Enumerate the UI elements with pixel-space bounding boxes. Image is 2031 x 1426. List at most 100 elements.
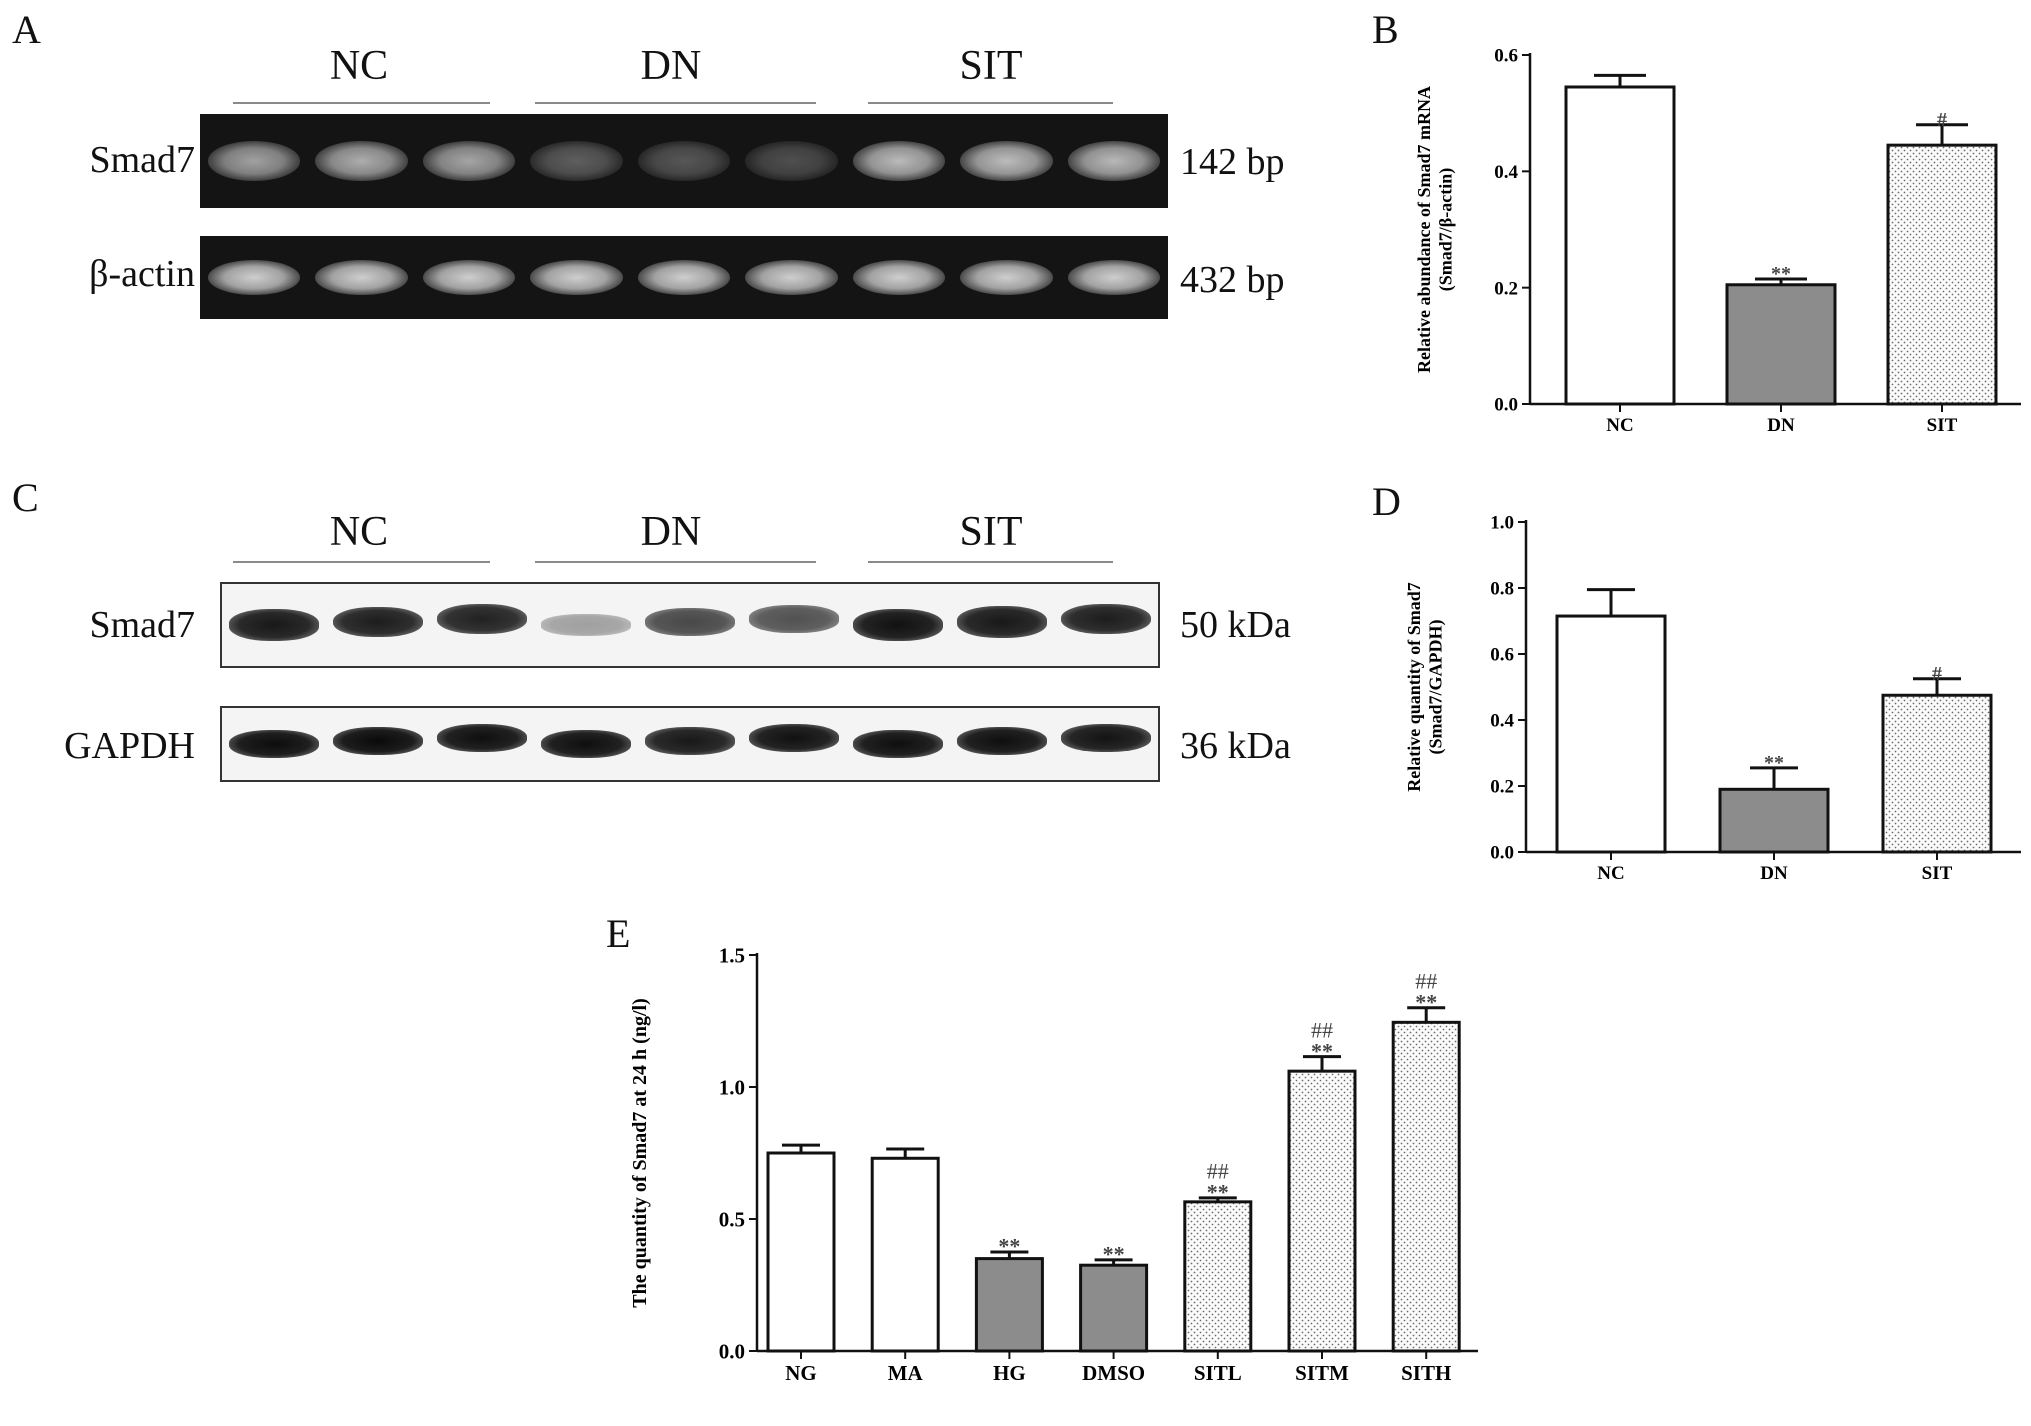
gel-a-actin-band-lane-4 <box>530 260 623 295</box>
blot-c-smad7-band-lane-5 <box>645 608 735 636</box>
chart-d-bar-nc <box>1555 614 1667 854</box>
blot-c-gapdh-band-lane-9 <box>1061 724 1151 752</box>
blot-c-smad7-band-lane-8 <box>957 606 1047 638</box>
gel-a-group-nc: NC <box>329 43 389 89</box>
chart-b-ylabel-2: (Smad7/β-actin) <box>1436 168 1457 291</box>
bar-chart-b: 0.0 0.2 0.4 0.6 Relative abundance of Smad7 … <box>1414 46 2021 436</box>
blot-c-gapdh-strip <box>220 706 1160 782</box>
blot-c-smad7-band-lane-1 <box>229 609 319 641</box>
blot-c-size-36kda: 36 kDa <box>1180 725 1291 767</box>
gel-a-actin-band-lane-7 <box>852 260 946 295</box>
chart-d-ylabel-2: (Smad7/GAPDH) <box>1426 619 1447 754</box>
chart-e-annotation-sitm: ** <box>1311 1038 1333 1063</box>
gel-a-actin-band-lane-1 <box>207 260 300 295</box>
gel-a-smad7-band-lane-8 <box>960 141 1053 181</box>
gel-a-smad7-band-lane-9 <box>1067 141 1161 181</box>
chart-e-bar-ng <box>766 1151 836 1353</box>
chart-d-ytick-label-4: 0.8 <box>1490 579 1514 600</box>
blot-c-row-label-smad7: Smad7 <box>89 604 195 646</box>
blot-c-smad7-band-lane-3 <box>437 603 527 635</box>
chart-e-bar-sitl <box>1183 1200 1253 1353</box>
gel-a-smad7-band-lane-3 <box>422 141 516 181</box>
chart-e-xtick-label-sith: SITH <box>1401 1361 1451 1385</box>
chart-e-annotation-top-sitl: ## <box>1207 1159 1229 1184</box>
panel-letter-a: A <box>12 7 41 52</box>
gel-a-actin-band-lane-2 <box>315 260 408 295</box>
chart-b-bar-nc <box>1564 85 1676 406</box>
gel-a-smad7-band-lane-5 <box>637 141 731 181</box>
blot-c-gapdh-band-lane-1 <box>229 729 319 759</box>
chart-e-xtick-label-sitl: SITL <box>1194 1361 1242 1385</box>
chart-e-xtick-label-ma: MA <box>888 1361 924 1385</box>
blot-c-smad7-strip <box>220 582 1160 668</box>
blot-c-smad7-band-lane-2 <box>333 606 423 638</box>
chart-b-annotation-dn: ** <box>1771 263 1791 285</box>
chart-b-bar-dn <box>1725 283 1837 406</box>
chart-e-bar-sith <box>1391 1020 1461 1353</box>
blot-c-smad7-band-lane-4 <box>541 614 631 636</box>
bar-chart-e: 0.0 0.5 1.0 1.5 The quantity of Smad7 at 24 … <box>629 943 1478 1385</box>
chart-e-ytick-label-2: 1.0 <box>719 1075 745 1099</box>
blot-c-group-sit: SIT <box>959 509 1023 555</box>
gel-a-group-dn: DN <box>640 43 702 89</box>
chart-e-annotation-hg: ** <box>998 1234 1020 1259</box>
chart-d-ytick-label-3: 0.6 <box>1490 645 1514 666</box>
blot-c-gapdh-band-lane-4 <box>541 729 631 759</box>
gel-a-actin-band-lane-3 <box>422 260 516 295</box>
chart-b-xtick-label-dn: DN <box>1767 415 1795 436</box>
gel-a-smad7-band-lane-1 <box>207 141 300 181</box>
chart-e-ytick-label-0: 0.0 <box>719 1339 745 1363</box>
blot-c-gapdh-band-lane-2 <box>333 726 423 756</box>
chart-d-bar-dn <box>1718 787 1830 854</box>
gel-a-smad7-band-lane-7 <box>852 141 946 181</box>
chart-e-annotation-sitl: ** <box>1207 1180 1229 1205</box>
bar-chart-d: 0.0 0.2 0.4 0.6 0.8 1.0 Relative quantity of S… <box>1404 513 2021 884</box>
panel-letter-d: D <box>1372 479 1401 524</box>
chart-e-xtick-label-ng: NG <box>785 1361 817 1385</box>
chart-e-xtick-label-sitm: SITM <box>1295 1361 1349 1385</box>
gel-a-actin-strip <box>200 236 1168 319</box>
chart-e-xtick-label-dmso: DMSO <box>1082 1361 1145 1385</box>
chart-d-ytick-label-0: 0.0 <box>1490 843 1514 864</box>
chart-e-annotation-top-sith: ## <box>1415 969 1437 994</box>
gel-a-row-label-actin: β-actin <box>89 253 195 295</box>
chart-d-xtick-label-dn: DN <box>1760 863 1788 884</box>
chart-e-bar-hg <box>974 1257 1044 1353</box>
chart-e-bar-ma <box>870 1156 940 1353</box>
blot-c-gapdh-band-lane-7 <box>853 729 943 759</box>
gel-a-smad7-band-lane-2 <box>315 141 408 181</box>
chart-e-bar-sitm <box>1287 1069 1357 1353</box>
chart-e-xtick-label-hg: HG <box>993 1361 1026 1385</box>
blot-c-group-dn: DN <box>640 509 702 555</box>
chart-b-xtick-label-sit: SIT <box>1927 415 1958 436</box>
chart-b-ytick-label-2: 0.4 <box>1494 162 1518 183</box>
gel-a-size-432bp: 432 bp <box>1180 259 1285 301</box>
chart-e-bar-dmso <box>1079 1263 1149 1353</box>
panel-letter-e: E <box>606 911 631 956</box>
blot-c-gapdh-band-lane-8 <box>957 726 1047 756</box>
gel-a-group-line-dn <box>535 102 816 104</box>
blot-c-gapdh-band-lane-5 <box>645 727 735 755</box>
chart-e-ytick-label-1: 0.5 <box>719 1207 745 1231</box>
chart-d-annotation-sit: # <box>1932 663 1942 685</box>
chart-b-xtick-label-nc: NC <box>1606 415 1633 436</box>
chart-e-annotation-sith: ** <box>1415 990 1437 1015</box>
chart-b-annotation-sit: # <box>1937 109 1947 131</box>
chart-b-bar-sit <box>1886 143 1998 406</box>
blot-c-group-line-nc <box>233 561 490 563</box>
gel-a-actin-band-lane-5 <box>637 260 731 295</box>
gel-a-group-line-sit <box>868 102 1113 104</box>
gel-a-smad7-band-lane-4 <box>530 141 623 181</box>
blot-c-smad7-band-lane-9 <box>1061 603 1151 635</box>
gel-a-row-label-smad7: Smad7 <box>89 139 195 181</box>
chart-b-ytick-label-3: 0.6 <box>1494 46 1518 67</box>
chart-b-ylabel: Relative abundance of Smad7 mRNA <box>1414 86 1434 373</box>
gel-a-actin-band-lane-6 <box>745 260 838 295</box>
chart-d-ytick-label-1: 0.2 <box>1490 777 1514 798</box>
chart-e-ytick-label-3: 1.5 <box>719 943 745 967</box>
chart-d-xtick-label-sit: SIT <box>1922 863 1953 884</box>
blot-c-group-line-dn <box>535 561 816 563</box>
chart-d-annotation-dn: ** <box>1764 752 1784 774</box>
chart-d-ylabel: Relative quantity of Smad7 <box>1404 582 1424 792</box>
chart-b-ytick-label-1: 0.2 <box>1494 278 1518 299</box>
